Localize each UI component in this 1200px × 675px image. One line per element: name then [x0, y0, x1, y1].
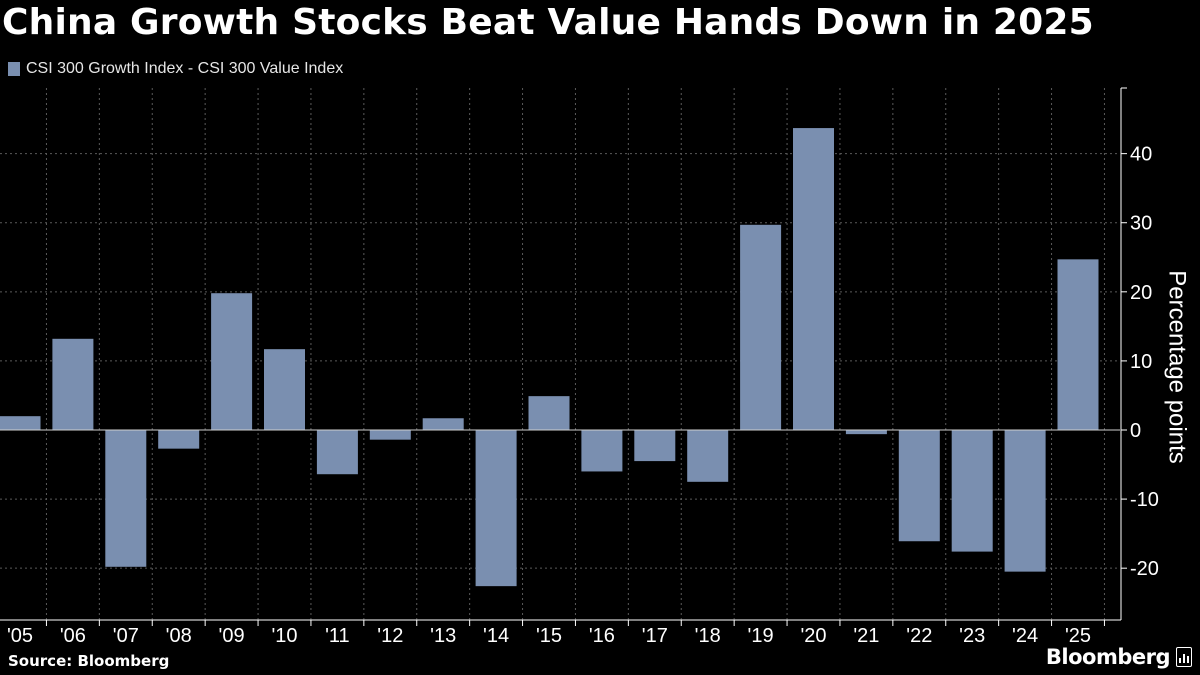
- y-tick-label: -10: [1130, 489, 1159, 511]
- chart-logo-icon: [1176, 647, 1192, 667]
- bar-18: [687, 430, 729, 482]
- x-tick-label: '10: [271, 625, 297, 647]
- bar-07: [105, 430, 147, 567]
- y-tick-label: 20: [1130, 282, 1152, 304]
- bar-10: [264, 349, 305, 430]
- y-tick-label: -20: [1130, 558, 1159, 580]
- x-tick-label: '17: [642, 625, 668, 647]
- bar-19: [740, 224, 782, 430]
- x-tick-label: '15: [536, 625, 562, 647]
- bar-14: [475, 430, 517, 587]
- x-tick-label: '07: [113, 625, 139, 647]
- chart-title: China Growth Stocks Beat Value Hands Dow…: [2, 2, 1094, 43]
- bar-13: [422, 418, 464, 430]
- x-tick-label: '18: [695, 625, 721, 647]
- y-tick-label: 30: [1130, 213, 1152, 235]
- bar-15: [528, 396, 570, 430]
- bar-23: [951, 430, 993, 552]
- x-tick-label: '08: [166, 625, 192, 647]
- bar-05: [0, 416, 41, 430]
- bar-21: [845, 430, 887, 435]
- x-tick-label: '06: [60, 625, 86, 647]
- bar-06: [52, 338, 94, 430]
- legend-label: CSI 300 Growth Index - CSI 300 Value Ind…: [26, 60, 344, 77]
- x-tick-label: '14: [483, 625, 509, 647]
- legend-swatch: [8, 62, 20, 76]
- y-tick-label: 0: [1130, 420, 1141, 442]
- bar-25: [1057, 259, 1099, 430]
- x-tick-label: '19: [748, 625, 774, 647]
- bar-11: [316, 430, 358, 475]
- source-note: Source: Bloomberg: [8, 652, 170, 670]
- bar-08: [158, 430, 200, 449]
- x-tick-label: '20: [800, 625, 826, 647]
- x-tick-label: '12: [377, 625, 403, 647]
- bar-layer: [0, 128, 1099, 587]
- x-tick-label: '13: [430, 625, 456, 647]
- brand-name: Bloomberg: [1045, 645, 1171, 669]
- bar-22: [898, 430, 940, 542]
- x-tick-label: '11: [325, 625, 350, 647]
- bar-17: [634, 430, 676, 462]
- axis-layer: -20 -10 0 10 20 30 40 '05 '06 '07 '08 '09 '10 '11 '12 '…: [0, 87, 1159, 647]
- bar-09: [211, 293, 253, 430]
- y-tick-label: 40: [1130, 144, 1152, 166]
- bar-24: [1004, 430, 1046, 572]
- bar-12: [369, 430, 411, 440]
- legend: CSI 300 Growth Index - CSI 300 Value Ind…: [8, 60, 343, 78]
- x-tick-label: '25: [1065, 625, 1091, 647]
- y-axis-label: Percentage points: [1164, 270, 1191, 463]
- bloomberg-brand: Bloomberg: [1046, 645, 1192, 669]
- bar-16: [581, 430, 623, 472]
- x-tick-label: '16: [589, 625, 615, 647]
- x-tick-label: '05: [7, 625, 33, 647]
- x-tick-label: '23: [959, 625, 985, 647]
- grid-layer: [0, 88, 1120, 620]
- bar-20: [793, 128, 834, 430]
- x-tick-label: '22: [906, 625, 932, 647]
- x-tick-label: '24: [1012, 625, 1038, 647]
- x-tick-label: '21: [853, 625, 879, 647]
- x-tick-label: '09: [219, 625, 245, 647]
- y-tick-label: 10: [1130, 351, 1152, 373]
